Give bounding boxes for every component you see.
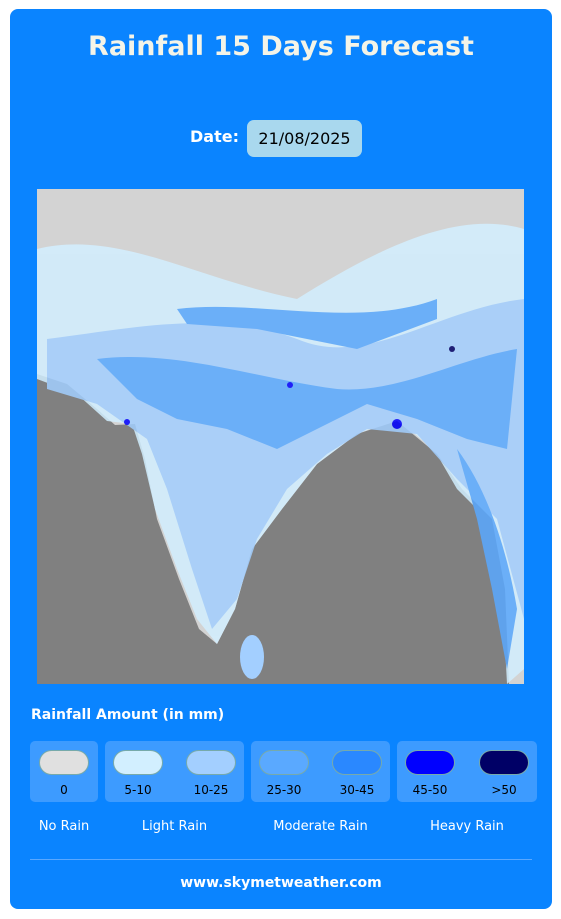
legend-group-name: Heavy Rain <box>430 819 504 834</box>
rainfall-map <box>37 189 524 684</box>
date-label: Date: <box>190 127 239 146</box>
legend-label: 25-30 <box>266 783 302 797</box>
legend-title: Rainfall Amount (in mm) <box>31 707 225 723</box>
legend-swatch <box>113 750 163 775</box>
legend-label: 0 <box>60 783 68 797</box>
legend-swatch <box>405 750 455 775</box>
date-input[interactable]: 21/08/2025 <box>247 120 362 157</box>
legend-label: 45-50 <box>412 783 448 797</box>
legend-label: 10-25 <box>193 783 229 797</box>
legend-group: 0 <box>30 741 98 802</box>
legend-group-name: Moderate Rain <box>273 819 368 834</box>
footer-link[interactable]: www.skymetweather.com <box>180 875 382 891</box>
legend-group: 45-50 >50 <box>397 741 537 802</box>
forecast-card: Rainfall 15 Days Forecast Date: 21/08/20… <box>10 9 552 909</box>
divider <box>30 859 532 860</box>
legend-swatch <box>39 750 89 775</box>
rain-overlay <box>37 223 524 684</box>
legend-swatch <box>259 750 309 775</box>
legend-label: 5-10 <box>124 783 152 797</box>
legend-label: >50 <box>491 783 517 797</box>
legend-swatch <box>186 750 236 775</box>
legend-swatch <box>479 750 529 775</box>
legend-label: 30-45 <box>339 783 375 797</box>
legend-swatch <box>332 750 382 775</box>
legend-group: 25-30 30-45 <box>251 741 390 802</box>
title: Rainfall 15 Days Forecast <box>88 31 474 62</box>
sri-lanka <box>240 635 264 679</box>
legend-group: 5-10 10-25 <box>105 741 244 802</box>
legend-group-name: Light Rain <box>141 819 208 834</box>
legend-group-name: No Rain <box>38 819 90 834</box>
